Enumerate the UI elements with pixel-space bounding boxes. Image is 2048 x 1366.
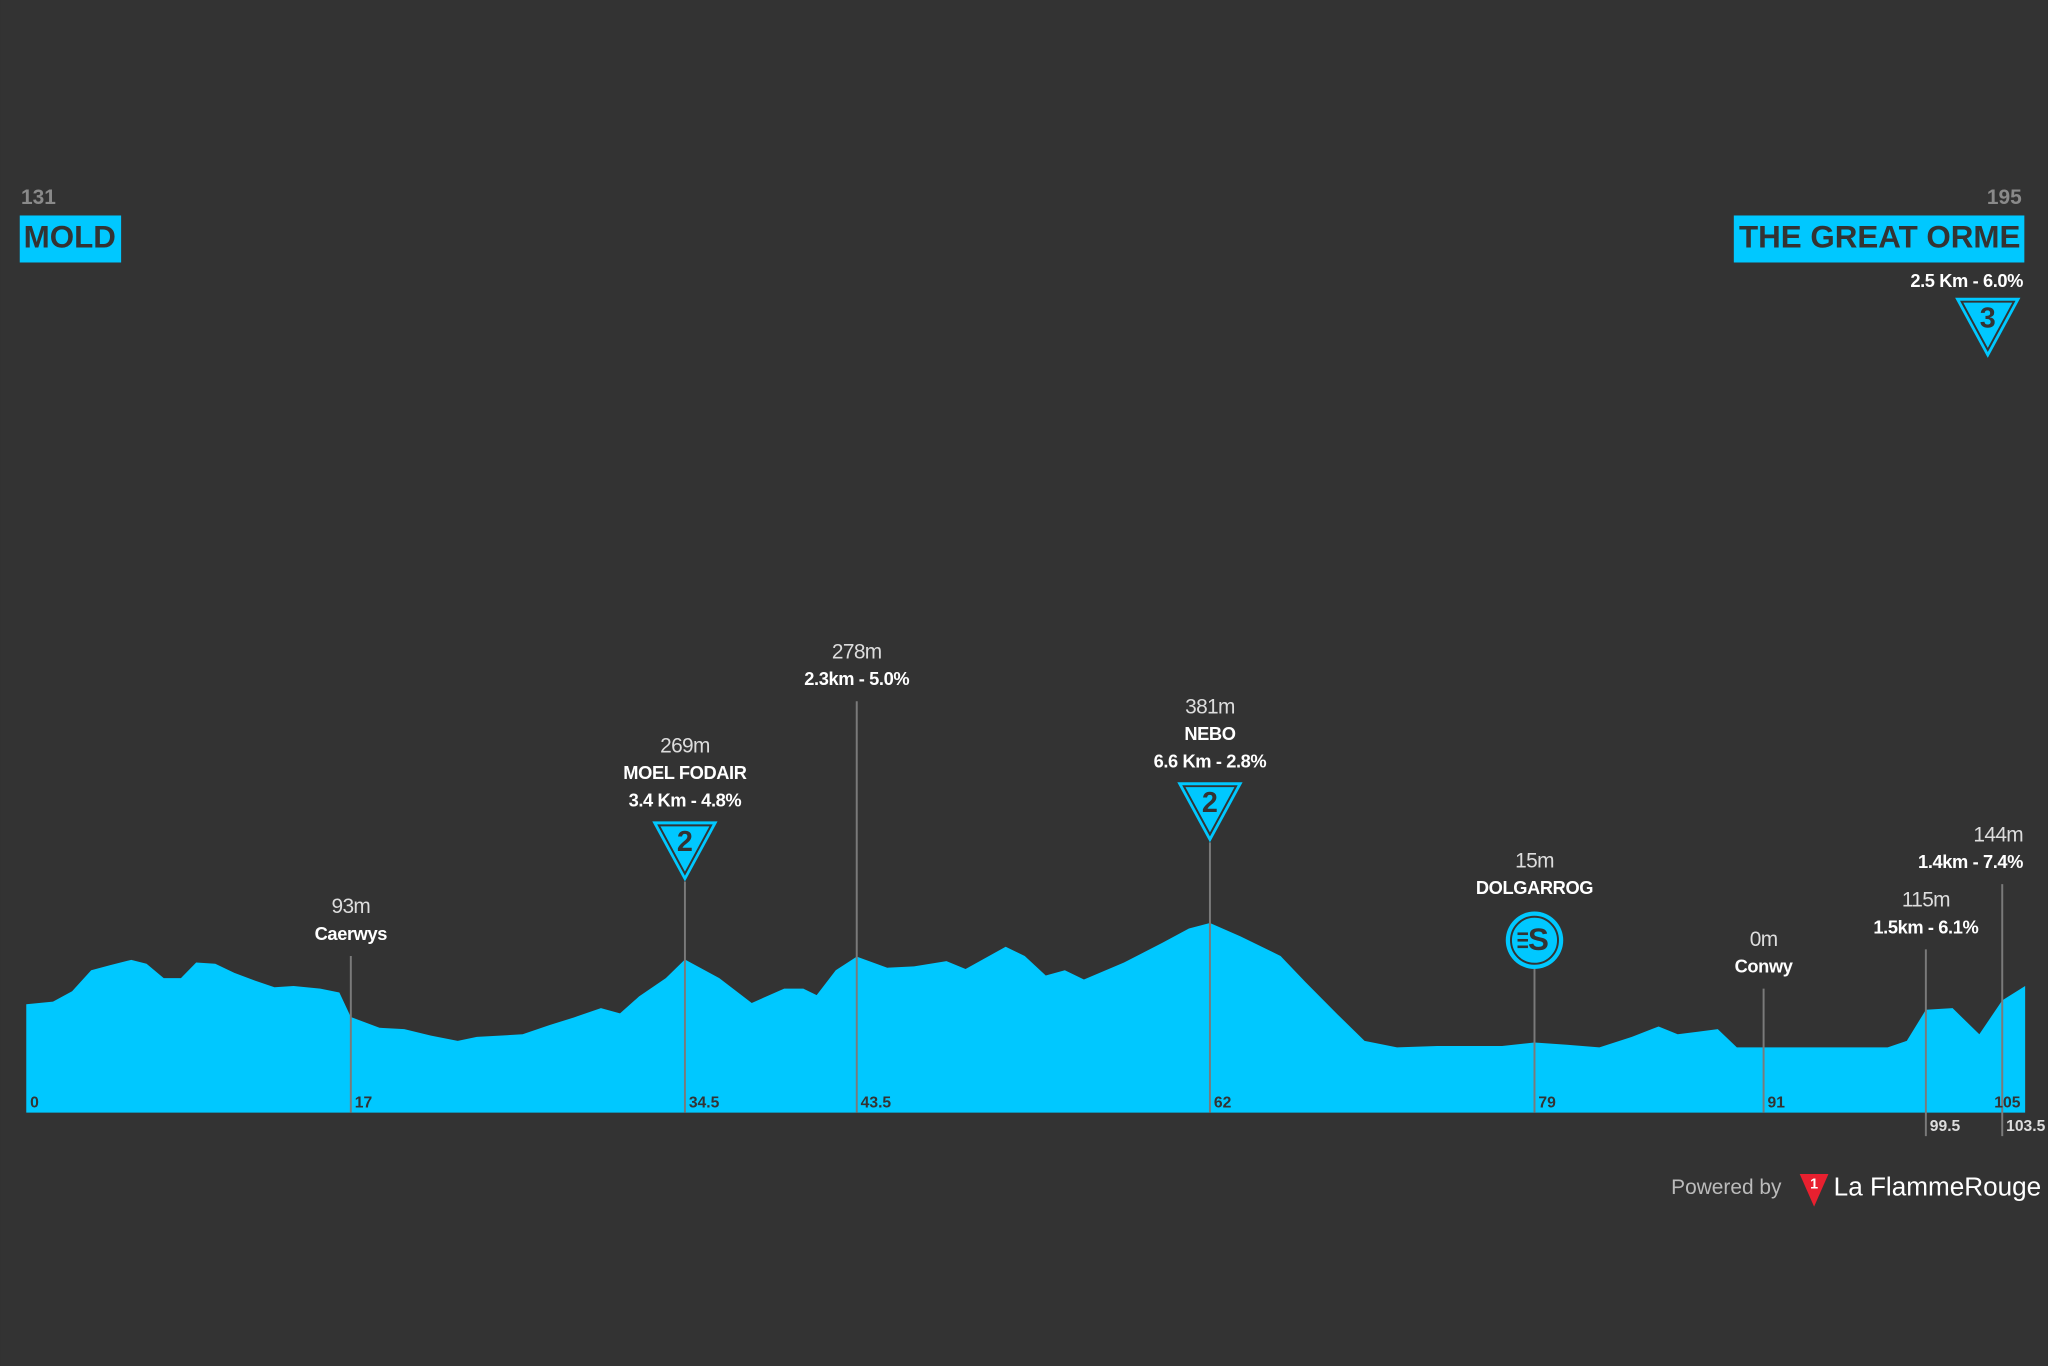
km-label: 0 [30,1095,39,1112]
km-label: 105 [1994,1095,2020,1112]
marker-elevation: 93m [331,895,370,918]
km-label: 99.5 [1930,1118,1961,1135]
sprint-icon-letter: S [1528,922,1549,957]
marker-elevation: 269m [660,735,710,758]
km-label: 62 [1214,1095,1232,1112]
footer: Powered by 1 La FlammeRouge [1671,1171,2042,1207]
climb-info: 3.4 Km - 4.8% [629,790,742,811]
marker-elevation: 0m [1750,928,1778,951]
finish-category-inner [1960,300,2016,353]
marker-elevation: 381m [1185,695,1235,718]
category-icon-number: 2 [677,826,693,858]
category-icon-inner [1182,785,1238,837]
finish-climb: 2.5 Km - 6.0% [1910,270,2023,291]
km-label: 43.5 [861,1095,892,1112]
climb-info: 6.6 Km - 2.8% [1154,750,1267,771]
finish-number: 195 [1987,186,2022,209]
climb-info: 1.4km - 7.4% [1918,851,2023,872]
category-icon-number: 2 [1202,787,1218,819]
climb-info: 2.3km - 5.0% [804,668,909,689]
finish-name: THE GREAT ORME [1739,219,2020,254]
marker-name: Caerwys [315,923,388,944]
sprint-icon [1505,911,1564,969]
km-label: 17 [355,1095,373,1112]
start-number: 131 [21,186,56,209]
km-label: 91 [1768,1095,1786,1112]
start-box [19,215,122,263]
profile [26,922,2026,1113]
category-icon-inner [657,824,713,876]
km-label: 34.5 [689,1095,720,1112]
brand: La FlammeRouge [1834,1171,2042,1201]
marker-elevation: 15m [1515,849,1554,872]
marker-elevation: 278m [832,640,882,663]
marker-name: NEBO [1184,723,1235,744]
marker-elevation: 144m [1973,823,2023,846]
marker-name: MOEL FODAIR [623,762,746,783]
start-name: MOLD [24,219,116,254]
logo-shape [1799,1174,1829,1207]
logo-number: 1 [1810,1176,1818,1192]
km-label: 79 [1538,1095,1556,1112]
finish-box [1733,215,2025,263]
marker-elevation: 115m [1902,889,1950,912]
sprint-icon-ring [1510,915,1559,965]
finish-category [1955,297,2021,358]
marker-name: DOLGARROG [1476,877,1593,898]
marker-name: Conwy [1735,956,1794,977]
elevation-area [26,922,2026,1113]
category-icon [1177,782,1243,843]
category-icon [652,821,718,882]
powered-by: Powered by [1671,1176,1782,1199]
km-label: 103.5 [2006,1118,2045,1135]
climb-info: 1.5km - 6.1% [1873,916,1978,937]
finish-category-number: 3 [1980,303,1996,335]
